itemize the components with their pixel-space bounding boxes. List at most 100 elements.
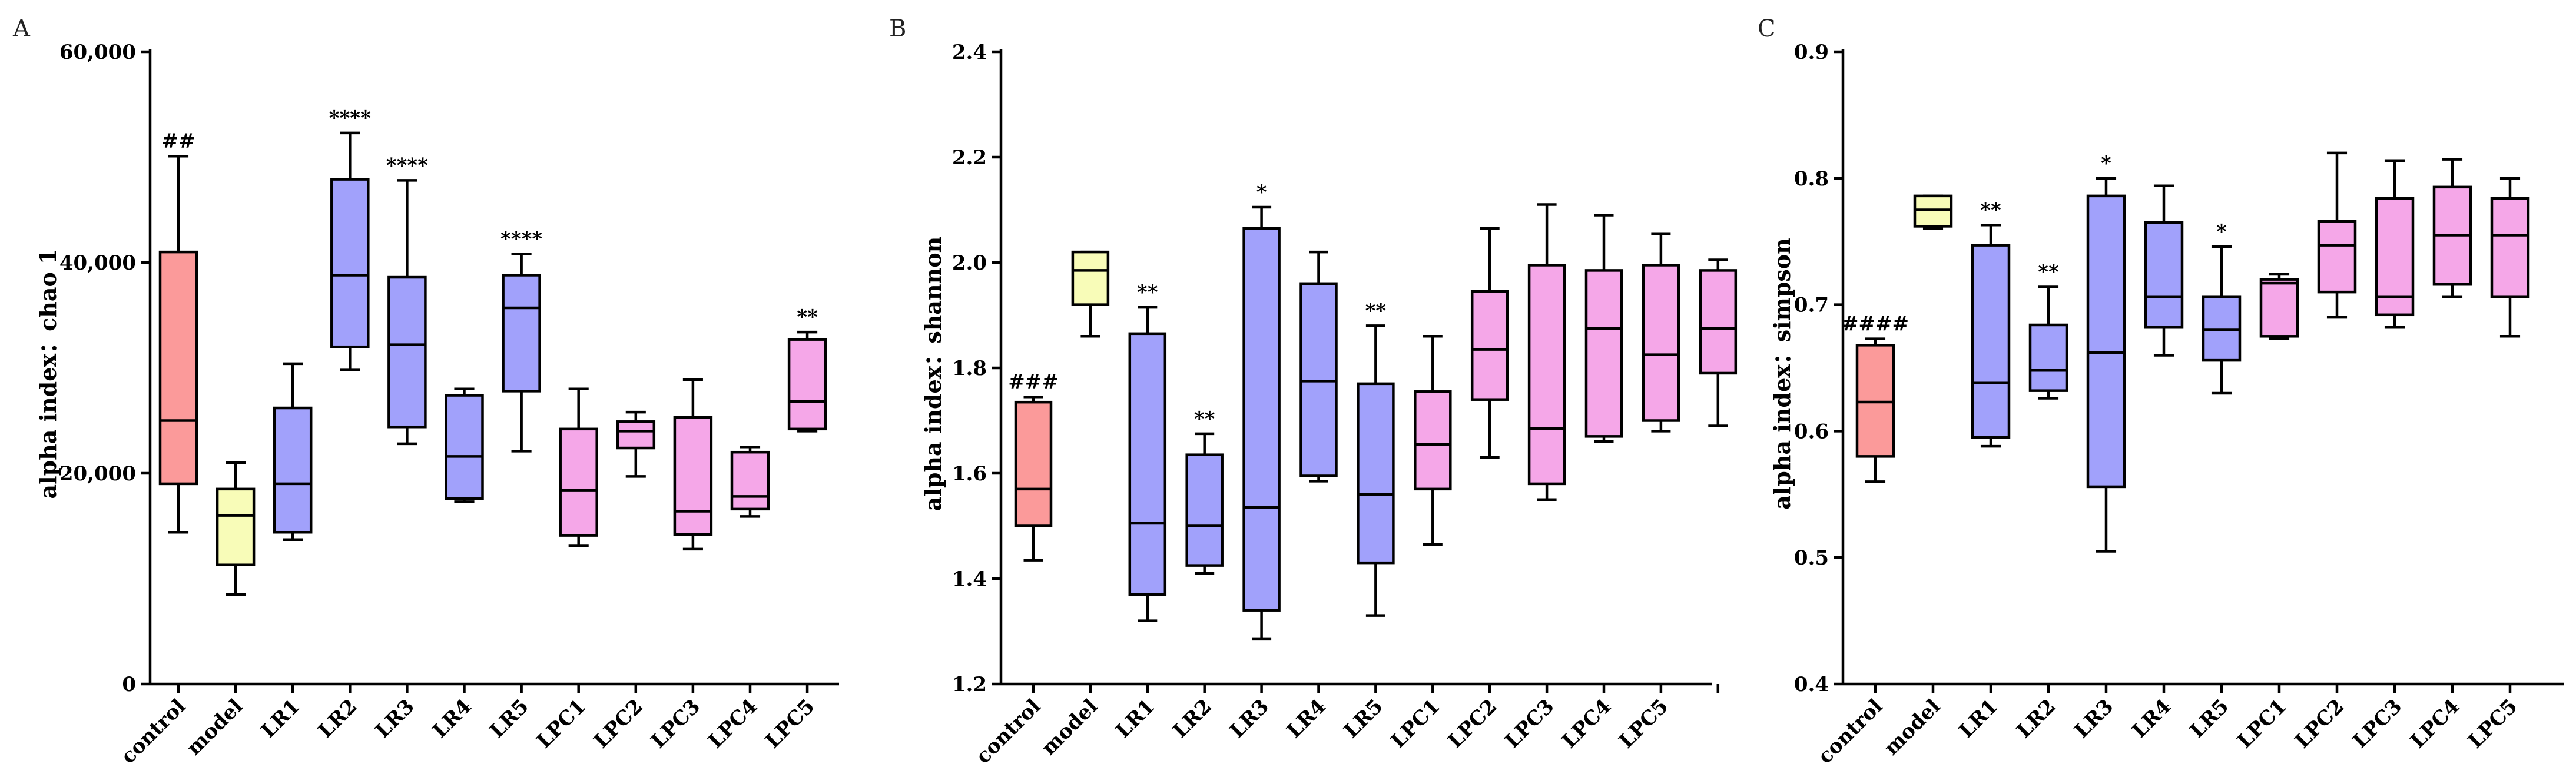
box-iqr [1242, 227, 1281, 612]
box-iqr [559, 427, 598, 537]
box-iqr [273, 406, 313, 534]
panel-b-box-lpc3 [1527, 203, 1566, 501]
panel-c-x-tick-label: LR3 [2070, 695, 2118, 743]
panel-a-box-control: ## [158, 130, 198, 534]
panel-b-x-tick-label: control [972, 695, 1045, 768]
box-iqr [1357, 382, 1395, 565]
panel-b-y-tick-label: 1.6 [952, 462, 987, 486]
panel-c-box-lr1: ** [1971, 198, 2011, 448]
panel-a-box-lpc3 [673, 378, 713, 551]
box-iqr [2086, 194, 2126, 489]
panel-c-x-tick-label: LPC4 [2406, 695, 2464, 753]
panel-c: C alpha index：simpson 0.4 0.5 0.6 0.7 0.8 0.9… [1758, 15, 2564, 768]
significance-label: ## [162, 130, 195, 153]
panel-b-x-tick-label: LR3 [1225, 695, 1274, 743]
box-iqr [2028, 323, 2068, 392]
panel-c-y-tick-label: 0.4 [1794, 673, 1829, 696]
panel-a-x-tick-label: LR2 [314, 695, 362, 743]
panel-a-y-tick-label: 20,000 [59, 462, 136, 486]
panel-a-x-tick-label: LR5 [485, 695, 533, 743]
panel-c-box-lpc3 [2375, 159, 2415, 329]
significance-label: #### [1842, 313, 1909, 336]
panel-a-box-lpc4 [730, 446, 770, 518]
panel-b-box-model [1071, 250, 1110, 338]
panel-c-box-lpc5 [2490, 177, 2530, 338]
box-iqr [730, 450, 770, 511]
box-iqr [1699, 269, 1738, 375]
box-iqr [445, 394, 484, 500]
box-iqr [216, 487, 256, 566]
box-iqr [673, 416, 713, 536]
panel-a-y-tick-label: 60,000 [59, 41, 136, 64]
box-iqr [2375, 197, 2415, 317]
significance-label: * [2101, 152, 2111, 175]
panel-a-x-tick-label: LR3 [371, 695, 419, 743]
box-iqr [2490, 197, 2530, 298]
significance-label: ** [1194, 407, 1215, 431]
panel-c-box-lr5: * [2202, 220, 2242, 395]
panel-b-x-tick-label: LPC1 [1387, 695, 1445, 753]
panel-c-x-tick-label: model [1879, 695, 1945, 760]
panel-a-x-tick-label: LPC5 [761, 695, 819, 753]
panel-b-y-tick-label: 1.2 [952, 673, 987, 696]
panel-c-x-tick-label: LPC2 [2290, 695, 2349, 753]
panel-c-x-tick-label: LPC1 [2233, 695, 2291, 753]
panel-b-box-lpc2 [1470, 227, 1509, 459]
panel-b-y-tick-label: 1.4 [952, 567, 987, 591]
box-iqr [387, 275, 427, 429]
panel-b-box-lpc4 [1584, 214, 1623, 443]
box-iqr [616, 420, 656, 450]
box-iqr [1185, 453, 1224, 567]
panel-c-x-tick-label: LPC5 [2464, 695, 2522, 753]
panel-b-x-tick-label: model [1037, 695, 1102, 760]
panel-c-y-tick-label: 0.7 [1794, 294, 1829, 317]
panel-b: B alpha index：shannon 1.2 1.4 1.6 1.8 2.0 2.2… [889, 15, 1738, 768]
box-iqr [330, 178, 370, 348]
box-iqr [2144, 221, 2184, 329]
panel-b-x-tick-label: LR4 [1282, 695, 1331, 743]
box-iqr [1071, 250, 1110, 306]
significance-label: ** [797, 306, 818, 329]
significance-label: **** [500, 228, 542, 251]
box-iqr [2259, 278, 2299, 338]
panel-a-box-lr5: **** [500, 228, 542, 453]
panel-a-x-tick-label: model [182, 695, 247, 760]
box-iqr [1470, 290, 1509, 401]
panel-b-box-lpc5 [1642, 232, 1680, 433]
panel-a: A alpha index：chao 1 0 20,000 40,000 60,000… [12, 15, 839, 768]
panel-c-box-lr2: ** [2028, 261, 2068, 400]
panel-c-y-tick-label: 0.5 [1794, 546, 1829, 570]
panel-b-box-lpc1 [1414, 335, 1452, 546]
box-iqr [1527, 264, 1566, 486]
panel-a-box-lpc1 [559, 387, 598, 547]
panel-a-x-tick-label: control [117, 695, 190, 768]
box-iqr [1128, 332, 1167, 596]
panel-b-x-tick-label: LR2 [1168, 695, 1216, 743]
panel-a-y-axis-label: alpha index：chao 1 [35, 249, 61, 499]
box-iqr [502, 274, 541, 393]
box-iqr [158, 250, 198, 486]
panel-a-x-tick-label: LPC3 [647, 695, 705, 753]
panel-c-x-tick-label: LPC3 [2348, 695, 2406, 753]
panel-c-y-tick-label: 0.6 [1794, 420, 1829, 443]
box-iqr [1584, 269, 1623, 438]
panel-c-x-tick-label: LR5 [2185, 695, 2233, 743]
panel-c-letter: C [1758, 15, 1776, 42]
box-iqr [1014, 400, 1053, 527]
significance-label: * [2216, 220, 2227, 244]
panel-a-box-lr4 [445, 387, 484, 503]
panel-b-box-lr2: ** [1185, 407, 1224, 575]
panel-a-letter: A [12, 15, 31, 42]
panel-c-x-tick-label: LR2 [2012, 695, 2060, 743]
panel-b-box-lr5: ** [1357, 299, 1395, 617]
panel-c-x-tick-label: control [1814, 695, 1887, 768]
panel-c-box-lpc4 [2432, 158, 2472, 298]
panel-c-y-tick-label: 0.9 [1794, 41, 1829, 64]
panel-b-y-tick-label: 1.8 [952, 357, 987, 380]
box-iqr [2317, 220, 2357, 294]
panel-b-x-tick-label: LPC4 [1557, 695, 1616, 753]
panel-a-x-tick-label: LPC4 [704, 695, 762, 753]
